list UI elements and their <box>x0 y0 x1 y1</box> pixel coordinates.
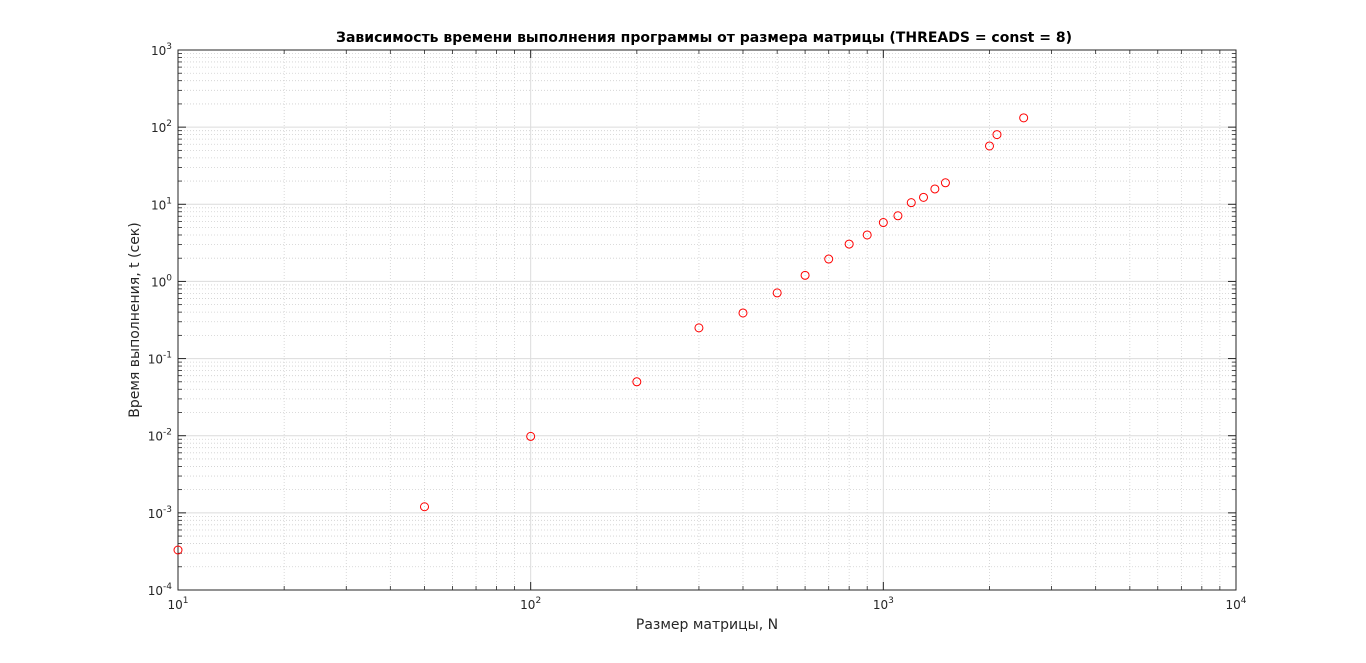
x-axis-label: Размер матрицы, N <box>636 617 778 633</box>
data-point <box>526 431 536 441</box>
axis-ticks <box>177 49 1237 591</box>
data-point <box>919 192 929 202</box>
data-point <box>824 254 834 264</box>
chart-title: Зависимость времени выполнения программы… <box>336 30 1072 46</box>
minor-grid <box>178 50 1236 590</box>
axes-box <box>177 49 1237 591</box>
y-tick-label: 10-4 <box>148 582 173 598</box>
data-point <box>173 545 183 555</box>
x-tick-label: 103 <box>873 596 894 612</box>
y-tick-label: 103 <box>151 42 172 58</box>
data-point <box>878 218 888 228</box>
data-point <box>906 198 916 208</box>
data-point <box>844 239 854 249</box>
y-tick-label: 100 <box>151 273 172 289</box>
y-tick-labels: 10-4 10-3 10-2 10-1 100 101 102 103 <box>148 42 173 598</box>
data-point <box>1019 113 1029 123</box>
x-tick-labels: 101 102 103 104 <box>167 596 1246 612</box>
data-point <box>694 323 704 333</box>
data-point <box>738 308 748 318</box>
plot-area <box>178 50 1236 590</box>
data-point <box>940 178 950 188</box>
x-tick-label: 104 <box>1225 596 1246 612</box>
data-point <box>984 141 994 151</box>
y-tick-label: 101 <box>151 196 172 212</box>
y-tick-label: 10-1 <box>148 351 172 367</box>
data-points <box>173 113 1029 555</box>
data-point <box>420 502 430 512</box>
data-point <box>800 270 810 280</box>
y-tick-label: 10-2 <box>148 428 172 444</box>
data-point <box>862 230 872 240</box>
data-point <box>992 130 1002 140</box>
x-tick-label: 101 <box>167 596 188 612</box>
y-tick-label: 102 <box>151 119 172 135</box>
x-tick-label: 102 <box>520 596 541 612</box>
y-axis-label: Время выполнения, t (сек) <box>127 222 143 417</box>
y-tick-label: 10-3 <box>148 505 172 521</box>
data-point <box>893 211 903 221</box>
data-point <box>772 288 782 298</box>
data-point <box>930 184 940 194</box>
data-point <box>632 377 642 387</box>
